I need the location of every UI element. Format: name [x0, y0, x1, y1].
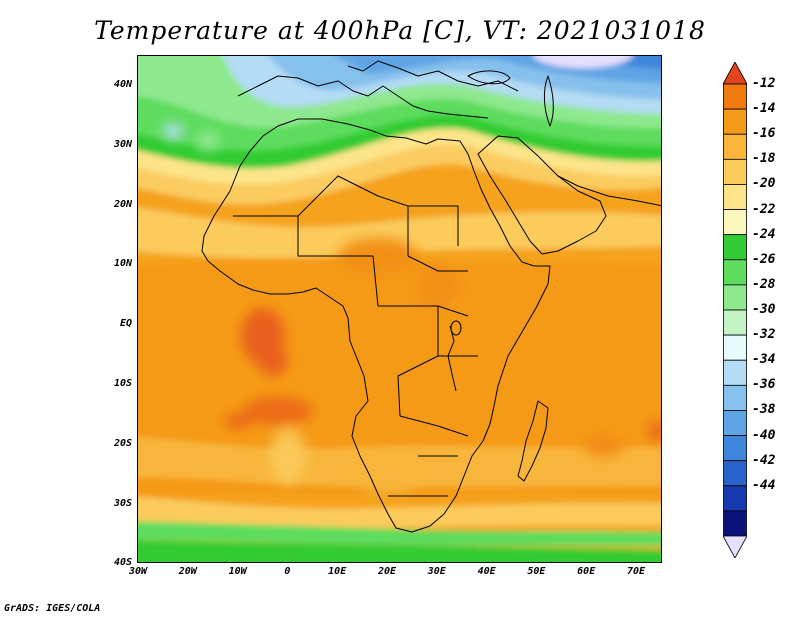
lon-label-60e: 60E — [577, 566, 596, 577]
colorbar-label: -36 — [752, 377, 776, 393]
colorbar-label: -14 — [752, 101, 776, 117]
colorbar-label: -16 — [752, 126, 776, 142]
colorbar-swatch — [723, 234, 747, 261]
colorbar-label: -30 — [752, 302, 776, 317]
colorbar-label: -38 — [752, 402, 776, 418]
colorbar-swatch — [723, 435, 747, 462]
lat-label-40s: 40S — [113, 557, 132, 569]
lon-label-50e: 50E — [527, 566, 546, 577]
coastlines — [201, 60, 661, 533]
colorbar-bottom-arrow — [723, 535, 747, 558]
colorbar-label: -26 — [752, 251, 776, 267]
color-legend-bar — [723, 62, 747, 558]
colorbar-label: -24 — [752, 226, 776, 242]
colorbar-swatch — [723, 133, 747, 160]
lat-label-20n: 20N — [113, 198, 132, 210]
colorbar-label: -22 — [752, 201, 776, 217]
colorbar-swatch — [723, 510, 747, 537]
colorbar-swatch — [723, 485, 747, 512]
lat-label-40n: 40N — [113, 79, 132, 90]
colorbar-top-arrow — [723, 62, 747, 85]
software-credit: GrADS: IGES/COLA — [4, 603, 101, 614]
colorbar-swatch — [723, 209, 747, 236]
lon-label-20w: 20W — [178, 566, 197, 577]
colorbar-swatch — [723, 108, 747, 135]
colorbar-label: -20 — [752, 176, 776, 192]
lat-label-30n: 30N — [113, 138, 132, 150]
lon-label-70e: 70E — [626, 566, 646, 577]
colorbar-swatch — [723, 384, 747, 411]
lon-label-30w: 30W — [128, 566, 148, 577]
colorbar-swatch — [723, 410, 747, 436]
colorbar-label: -44 — [752, 477, 776, 493]
colorbar-label: -34 — [752, 352, 776, 368]
lat-label-eq: EQ — [119, 318, 132, 330]
chart-title: Temperature at 400hPa [C], VT: 202103101… — [94, 16, 706, 45]
lat-label-10n: 10N — [113, 258, 132, 270]
lat-label-30s: 30S — [113, 497, 132, 509]
colorbar-label: -40 — [752, 427, 776, 443]
colorbar-swatch — [723, 259, 747, 286]
lon-label-20e: 20E — [377, 566, 397, 577]
colorbar-label: -42 — [752, 452, 776, 468]
colorbar-swatch — [723, 334, 747, 361]
lon-label-10w: 10W — [228, 566, 247, 577]
colorbar-swatch — [723, 158, 747, 185]
colorbar-swatch — [723, 184, 747, 210]
colorbar-swatch — [723, 359, 747, 386]
colorbar-swatch — [723, 460, 747, 487]
colorbar-label: -32 — [752, 327, 776, 343]
lon-label-30e: 30E — [427, 566, 446, 577]
colorbar-swatch — [723, 284, 747, 311]
colorbar-swatch — [723, 83, 747, 110]
colorbar-label: -18 — [752, 151, 776, 167]
lon-label-10e: 10E — [328, 566, 347, 577]
map-plot-area — [137, 55, 662, 563]
colorbar-label: -12 — [752, 76, 776, 91]
lat-label-10s: 10S — [113, 378, 132, 389]
lon-label-0: 0 — [284, 566, 291, 577]
lon-label-40e: 40E — [477, 566, 496, 577]
colorbar-label: -28 — [752, 276, 776, 292]
temperature-map — [138, 56, 661, 562]
colorbar-swatch — [723, 309, 747, 336]
temperature-field — [138, 56, 661, 562]
lat-label-20s: 20S — [113, 437, 132, 449]
